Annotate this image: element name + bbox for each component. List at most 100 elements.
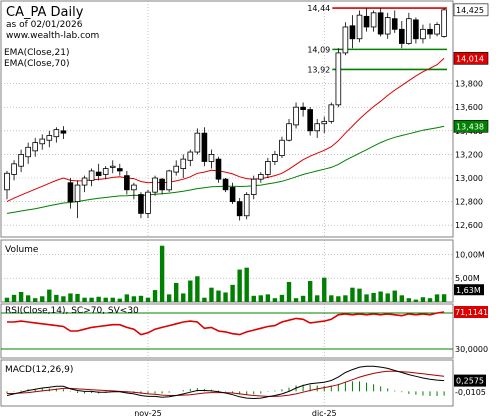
level-label: 13,92 — [307, 65, 330, 74]
candle-body-up — [88, 170, 95, 181]
price-badge — [453, 3, 489, 17]
volume-bar — [237, 269, 242, 302]
ema21-line — [6, 57, 445, 203]
candle-body-down — [307, 109, 313, 132]
macd-layer — [6, 365, 445, 400]
volume-bar — [117, 298, 122, 302]
volume-bar — [82, 297, 87, 302]
candle-body-down — [398, 28, 405, 44]
volume-bar — [427, 298, 433, 302]
volume-bar — [364, 294, 369, 302]
candle-body-up — [25, 146, 31, 158]
volume-bar — [145, 297, 151, 302]
volume-bar — [188, 280, 193, 302]
candle-layer — [4, 8, 447, 221]
candle-body-up — [81, 177, 88, 186]
volume-panel — [0, 239, 454, 303]
candle-body-down — [117, 168, 123, 172]
volume-bar — [195, 276, 200, 302]
site-url: www.wealth-lab.com — [6, 31, 99, 41]
volume-bar — [244, 267, 249, 302]
candle-body-up — [39, 138, 46, 145]
level-label: 14,44 — [307, 4, 330, 13]
candle-body-down — [236, 201, 243, 217]
macd-badge-label: 0,2575 — [456, 377, 484, 386]
candle-body-down — [363, 15, 370, 28]
volume-bar — [4, 297, 10, 302]
candle-body-down — [201, 132, 208, 162]
volume-bar — [138, 295, 144, 302]
rsi-layer — [1, 311, 453, 350]
volume-bar — [33, 298, 38, 302]
candle-body-up — [434, 24, 440, 35]
axis-layer: 12,60012,80013,00013,20013,40013,60013,8… — [134, 3, 489, 418]
candle-body-up — [32, 142, 38, 152]
macd-title: MACD(12,26,9) — [5, 365, 73, 375]
volume-bar — [420, 297, 426, 302]
volume-title: Volume — [5, 245, 39, 255]
price-badge-label: 14,425 — [456, 6, 484, 15]
candle-body-down — [159, 178, 165, 191]
volume-bar — [25, 295, 31, 302]
volume-bar — [322, 277, 327, 302]
candle-body-up — [173, 165, 180, 173]
rsi-line — [7, 311, 445, 336]
candle-body-up — [441, 9, 447, 37]
macd-tick-label: -0,0105 — [455, 388, 486, 397]
candle-body-down — [377, 12, 384, 35]
volume-bar — [166, 294, 172, 302]
volume-bar — [265, 294, 271, 302]
candle-body-down — [300, 106, 306, 110]
volume-bar — [68, 293, 73, 302]
macd-panel — [0, 359, 454, 407]
candle-body-up — [46, 135, 53, 141]
volume-bar — [11, 294, 17, 302]
date-tick-label: dic-25 — [312, 409, 337, 418]
candle-body-down — [95, 171, 102, 177]
candle-body-down — [349, 25, 356, 40]
volume-bar — [202, 297, 207, 302]
volume-bar — [223, 292, 228, 302]
volume-bar — [300, 295, 306, 302]
volume-bar — [251, 295, 256, 302]
candle-body-up — [265, 161, 271, 175]
candle-body-up — [279, 139, 285, 156]
volume-bar — [343, 295, 348, 302]
level-layer: 14,44 14,09 13,92 — [307, 4, 447, 74]
volume-bar — [357, 288, 362, 302]
candle-body-up — [356, 14, 363, 40]
price-tick-label: 13,600 — [455, 103, 483, 112]
price-tick-label: 13,800 — [455, 80, 483, 89]
candle-body-up — [243, 194, 250, 217]
volume-tick-label: 10,00M — [455, 250, 485, 259]
volume-bar — [371, 292, 376, 302]
candle-body-up — [321, 120, 328, 125]
price-badge — [453, 120, 489, 133]
volume-layer — [4, 245, 447, 302]
candle-body-up — [194, 132, 201, 153]
candle-body-down — [60, 130, 67, 134]
candle-body-up — [314, 123, 320, 132]
volume-bar — [124, 294, 130, 302]
candle-body-up — [131, 184, 137, 191]
rsi-title: RSI(Close,14), SC>70, SV<30 — [5, 306, 139, 316]
rsi-tick-label: 30,0000 — [455, 345, 488, 354]
price-tick-label: 12,600 — [455, 221, 483, 230]
volume-bar — [209, 287, 214, 302]
candle-body-down — [138, 194, 144, 214]
volume-bar — [350, 287, 355, 302]
volume-bar — [315, 295, 320, 302]
volume-bar — [110, 297, 115, 302]
price-tick-label: 13,000 — [455, 174, 483, 183]
macd-line — [6, 365, 445, 400]
price-tick-label: 12,800 — [455, 198, 483, 207]
volume-bar — [61, 296, 66, 302]
ema21-legend: EMA(Close,21) — [4, 48, 69, 58]
volume-bar — [216, 290, 221, 302]
candle-body-up — [272, 153, 278, 162]
candle-body-down — [427, 28, 433, 35]
volume-bar — [174, 282, 179, 302]
candle-body-up — [4, 172, 10, 191]
price-tick-label: 13,200 — [455, 150, 483, 159]
